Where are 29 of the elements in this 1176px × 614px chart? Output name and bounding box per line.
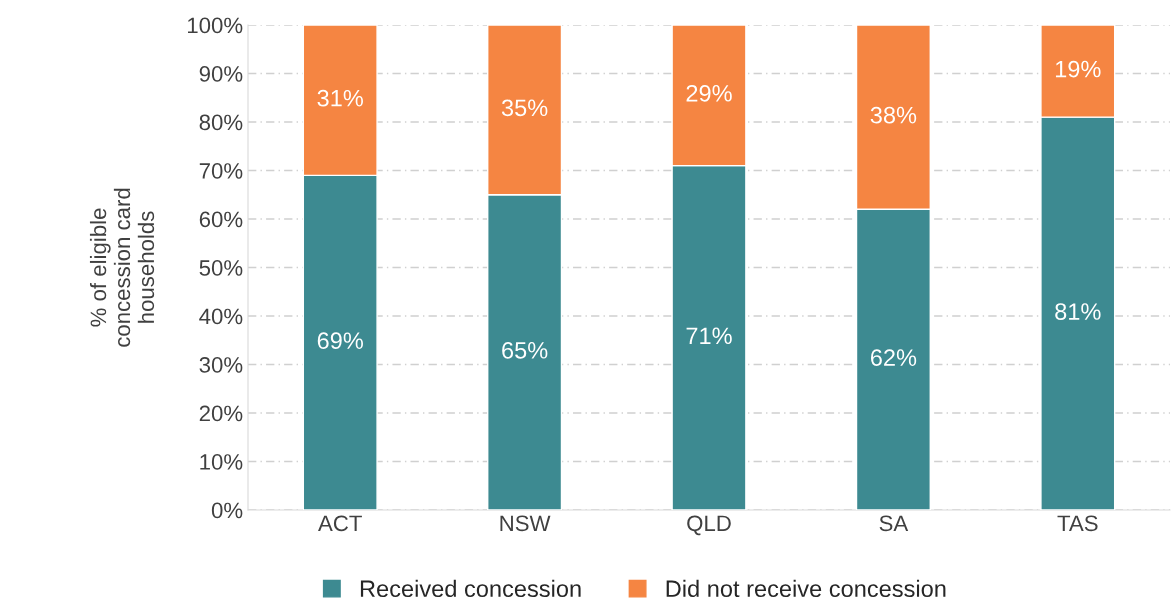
data-label: 81% xyxy=(1055,303,1101,320)
data-label: 71% xyxy=(686,327,732,345)
x-tick-label: NSW xyxy=(500,515,551,532)
data-label: 38% xyxy=(870,106,917,124)
y-tick-label: 60% xyxy=(199,211,243,228)
data-label: 31% xyxy=(317,89,363,107)
y-axis-title: % of eligible concession card households xyxy=(89,188,155,347)
data-label: 65% xyxy=(502,341,548,359)
y-tick-label: 80% xyxy=(199,114,243,131)
y-tick-label: 100% xyxy=(188,17,243,34)
x-tick-label: QLD xyxy=(687,515,731,536)
legend-label: Received concession xyxy=(360,579,581,598)
data-label: 62% xyxy=(870,349,917,366)
y-tick-label: 40% xyxy=(199,308,243,325)
y-tick-label: 10% xyxy=(200,454,243,470)
y-tick-label: 50% xyxy=(199,260,243,276)
y-tick-label: 0% xyxy=(211,502,243,519)
data-label: 29% xyxy=(686,84,732,102)
x-tick-label: TAS xyxy=(1057,515,1098,532)
y-tick-label: 30% xyxy=(199,357,243,373)
data-label: 35% xyxy=(501,99,548,117)
data-label: 19% xyxy=(1055,60,1101,78)
data-label: 69% xyxy=(317,332,363,350)
x-tick-label: ACT xyxy=(318,515,362,532)
y-tick-label: 20% xyxy=(199,405,243,422)
y-tick-label: 90% xyxy=(199,66,243,82)
legend-label: Did not receive concession xyxy=(666,579,946,598)
x-tick-label: SA xyxy=(879,515,909,532)
y-tick-label: 70% xyxy=(199,163,243,179)
